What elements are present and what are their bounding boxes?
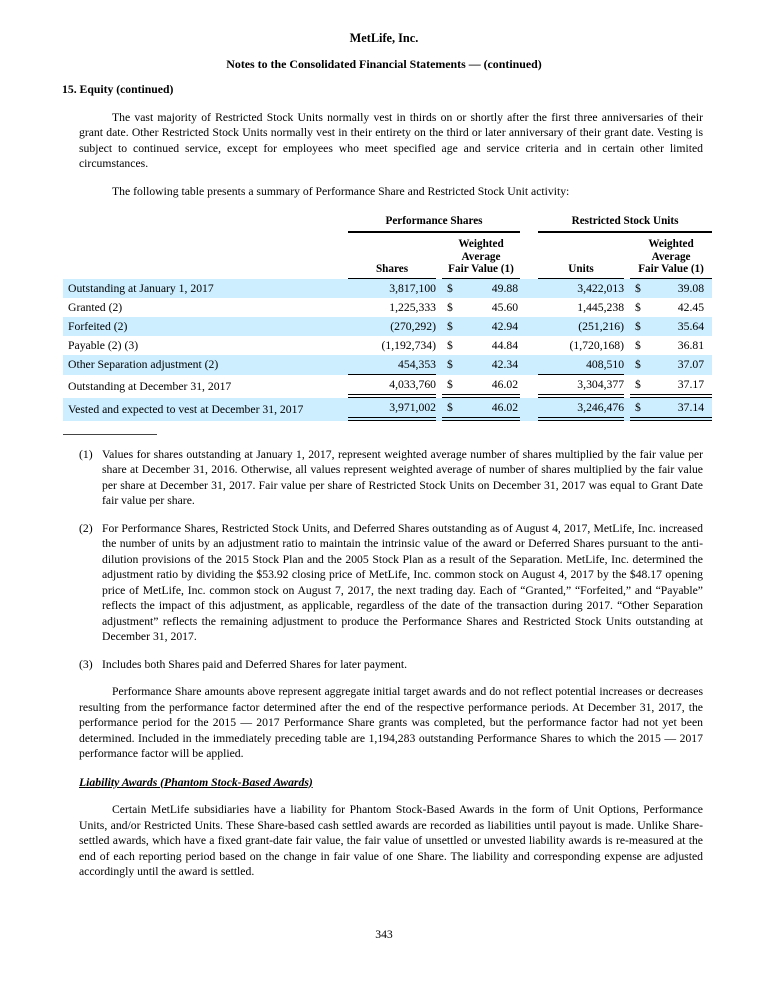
table-row: Granted (2) 1,225,333 $ 45.60 1,445,238 … [63, 298, 712, 317]
ps-fair-value: 49.88 [462, 278, 521, 298]
rsu-fair-value: 37.07 [650, 354, 713, 375]
rsu-fair-value: 36.81 [677, 338, 705, 352]
footnote-2-marker: (2) [79, 521, 93, 535]
dollar-sign: $ [630, 375, 651, 398]
rsu-fair-value: 42.45 [677, 300, 705, 314]
rsu-units-value: 3,304,377 [538, 375, 625, 398]
group-header-row: Performance Shares Restricted Stock Unit… [63, 215, 713, 233]
row-label: Other Separation adjustment (2) [63, 354, 348, 375]
table-row: Forfeited (2) (270,292) $ 42.94 (251,216… [63, 316, 713, 336]
restricted-stock-units-header: Restricted Stock Units [538, 215, 713, 233]
footnote-3: (3) Includes both Shares paid and Deferr… [79, 657, 703, 673]
rsu-units-value: 3,422,013 [538, 278, 625, 298]
ps-shares-value: (270,292) [348, 316, 436, 336]
rsu-units-value: 408,510 [538, 354, 625, 375]
table-intro-paragraph: The following table presents a summary o… [112, 184, 570, 198]
liability-awards-paragraph: Certain MetLife subsidiaries have a liab… [79, 803, 703, 878]
activity-table: Performance Shares Restricted Stock Unit… [63, 215, 713, 421]
dollar-sign: $ [630, 354, 651, 375]
footnote-1: (1) Values for shares outstanding at Jan… [79, 447, 703, 509]
column-header-row: Shares Weighted Average Fair Value (1) U… [63, 233, 713, 279]
dollar-sign: $ [630, 316, 651, 336]
document-subtitle: Notes to the Consolidated Financial Stat… [226, 56, 542, 71]
footnote-3-text: Includes both Shares paid and Deferred S… [102, 657, 408, 671]
ps-fair-value: 46.02 [462, 397, 521, 421]
dollar-sign: $ [442, 375, 462, 398]
row-label: Vested and expected to vest at December … [63, 397, 348, 421]
dollar-sign: $ [447, 300, 453, 314]
dollar-sign: $ [442, 397, 462, 421]
ps-fair-value-column-header: Weighted Average Fair Value (1) [442, 233, 521, 279]
dollar-sign: $ [447, 338, 453, 352]
rsu-fair-value: 39.08 [650, 278, 713, 298]
ps-fair-value: 45.60 [491, 300, 519, 314]
dollar-sign: $ [630, 397, 651, 421]
row-label: Outstanding at December 31, 2017 [68, 379, 232, 393]
performance-share-paragraph: Performance Share amounts above represen… [79, 685, 703, 760]
ps-fair-value: 42.34 [462, 354, 521, 375]
page-number: 343 [375, 927, 393, 941]
footnote-3-marker: (3) [79, 657, 93, 671]
ps-shares-value: (1,192,734) [381, 338, 436, 352]
table-row: Outstanding at January 1, 2017 3,817,100… [63, 278, 713, 298]
footnote-2: (2) For Performance Shares, Restricted S… [79, 521, 703, 645]
row-label: Payable (2) (3) [68, 338, 139, 352]
ps-fair-value: 46.02 [462, 375, 521, 398]
dollar-sign: $ [635, 300, 641, 314]
footnote-divider [63, 433, 157, 435]
row-label: Forfeited (2) [63, 316, 348, 336]
rsu-fair-value: 37.17 [650, 375, 713, 398]
rsu-fair-value: 37.14 [650, 397, 713, 421]
row-label: Granted (2) [68, 300, 123, 314]
ps-shares-value: 3,817,100 [348, 278, 436, 298]
rsu-units-value: 3,246,476 [538, 397, 625, 421]
table-row: Vested and expected to vest at December … [63, 397, 713, 421]
footnote-1-text: Values for shares outstanding at January… [102, 447, 703, 508]
table-row: Other Separation adjustment (2) 454,353 … [63, 354, 713, 375]
rsu-fair-value-column-header: Weighted Average Fair Value (1) [630, 233, 713, 279]
shares-column-header: Shares [348, 233, 436, 279]
rsu-units-value: (1,720,168) [569, 338, 625, 352]
ps-shares-value: 3,971,002 [348, 397, 436, 421]
rsu-units-value: 1,445,238 [577, 300, 625, 314]
ps-fair-value: 44.84 [491, 338, 519, 352]
table-row: Outstanding at December 31, 2017 4,033,7… [63, 375, 713, 398]
ps-shares-value: 454,353 [348, 354, 436, 375]
rsu-units-value: (251,216) [538, 316, 625, 336]
ps-shares-value: 4,033,760 [348, 375, 436, 398]
vesting-paragraph: The vast majority of Restricted Stock Un… [79, 110, 703, 171]
ps-fair-value: 42.94 [462, 316, 521, 336]
dollar-sign: $ [630, 278, 651, 298]
dollar-sign: $ [442, 354, 462, 375]
dollar-sign: $ [442, 278, 462, 298]
footnote-2-text: For Performance Shares, Restricted Stock… [102, 521, 703, 644]
table-row: Payable (2) (3) (1,192,734) $ 44.84 (1,7… [63, 336, 712, 355]
rsu-fair-value: 35.64 [650, 316, 713, 336]
row-label: Outstanding at January 1, 2017 [63, 278, 348, 298]
liability-awards-heading: Liability Awards (Phantom Stock-Based Aw… [79, 775, 313, 789]
performance-shares-header: Performance Shares [348, 215, 521, 233]
section-heading: 15. Equity (continued) [62, 83, 174, 96]
units-column-header: Units [538, 233, 625, 279]
ps-shares-value: 1,225,333 [389, 300, 436, 314]
dollar-sign: $ [442, 316, 462, 336]
footnote-1-marker: (1) [79, 447, 93, 461]
company-title: MetLife, Inc. [349, 31, 419, 45]
dollar-sign: $ [635, 338, 641, 352]
